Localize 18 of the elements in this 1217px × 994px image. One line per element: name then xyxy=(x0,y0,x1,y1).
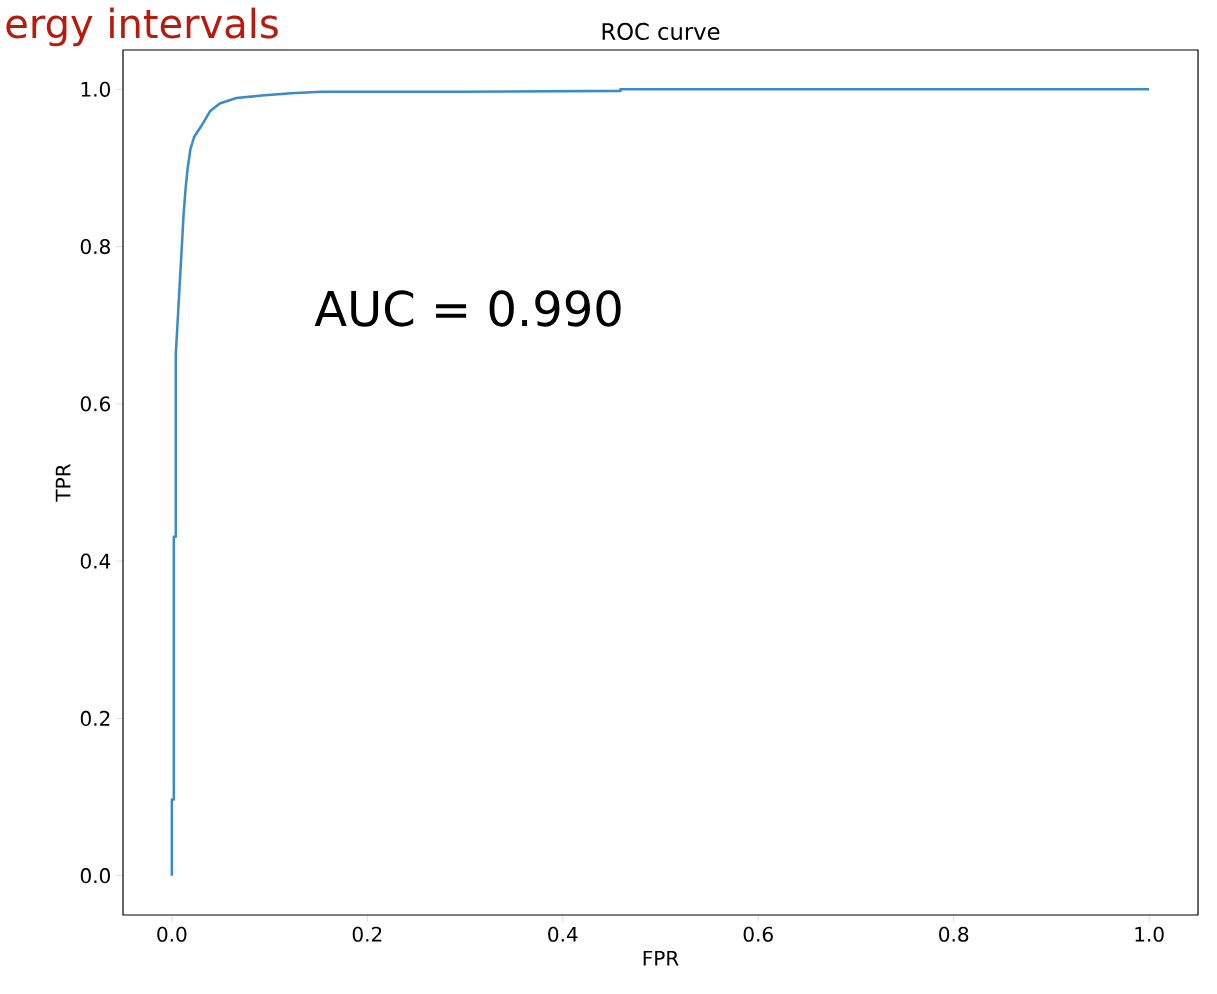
x-tick-label: 0.2 xyxy=(352,926,382,942)
chart-title: ROC curve xyxy=(602,22,720,40)
y-tick-label: 0.2 xyxy=(80,710,110,726)
x-axis-title: FPR xyxy=(643,950,679,966)
x-tick-label: 0.8 xyxy=(939,926,969,942)
text: ergy intervals xyxy=(6,7,278,47)
x-tick-label: 0.4 xyxy=(548,926,578,942)
y-tick-label: 0.6 xyxy=(80,396,111,412)
line-series xyxy=(170,88,1151,877)
x-tick-label: 0.0 xyxy=(157,926,187,942)
y-tick-label: 0.8 xyxy=(80,239,110,255)
y-tick-label: 0.4 xyxy=(80,553,111,569)
y-tick-label: 0.0 xyxy=(80,868,110,884)
annotation: AUC = 0.990 xyxy=(314,290,621,327)
y-tick-label: 1.0 xyxy=(81,81,110,97)
x-tick-label: 0.6 xyxy=(743,926,773,942)
x-tick-label: 1.0 xyxy=(1135,926,1164,942)
y-axis-title: TPR xyxy=(55,463,71,502)
